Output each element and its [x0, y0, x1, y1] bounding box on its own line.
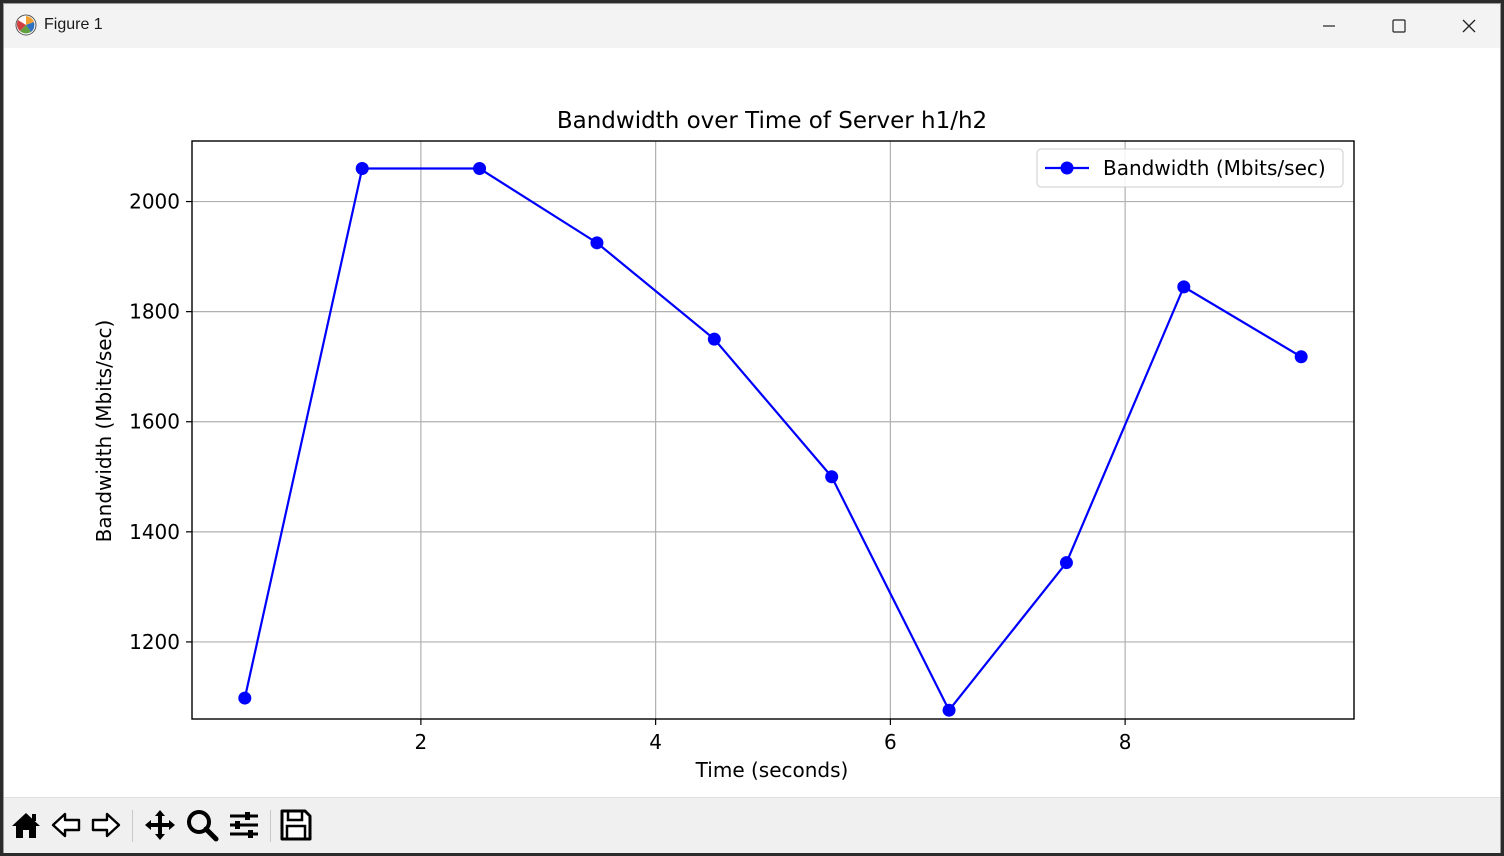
y-axis-label: Bandwidth (Mbits/sec) [92, 320, 116, 543]
pan-button[interactable] [142, 806, 178, 844]
back-icon [51, 812, 81, 838]
save-icon [280, 809, 312, 841]
legend-marker [1060, 161, 1074, 175]
figure-canvas[interactable]: Bandwidth over Time of Server h1/h2 2 4 6 8… [4, 48, 1500, 797]
pan-icon [145, 810, 175, 840]
zoom-button[interactable] [184, 806, 220, 844]
y-tick-label: 1800 [129, 300, 180, 324]
close-button[interactable] [1434, 4, 1504, 48]
line-chart: Bandwidth over Time of Server h1/h2 2 4 6 8… [92, 108, 1355, 782]
maximize-icon [1392, 19, 1406, 33]
data-point [1059, 556, 1073, 570]
back-button[interactable] [48, 806, 84, 844]
configure-subplots-icon [230, 812, 258, 838]
close-icon [1462, 19, 1476, 33]
y-tick-label: 2000 [129, 190, 180, 214]
home-button[interactable] [8, 806, 44, 844]
y-tick-label: 1600 [129, 410, 180, 434]
data-point [825, 470, 839, 484]
configure-subplots-button[interactable] [226, 806, 262, 844]
forward-icon [91, 812, 121, 838]
title-bar[interactable]: Figure 1 [4, 4, 1500, 48]
minimize-button[interactable] [1294, 4, 1364, 48]
plot-frame [191, 140, 1355, 720]
y-axis-ticks: 1200 1400 1600 1800 2000 [129, 190, 192, 654]
toolbar-separator [270, 810, 271, 842]
grid-lines [192, 141, 1354, 719]
save-button[interactable] [278, 806, 314, 844]
zoom-icon [187, 810, 219, 842]
series-line [243, 167, 1302, 713]
data-point [1177, 280, 1191, 294]
legend: Bandwidth (Mbits/sec) [1036, 148, 1344, 188]
home-icon [12, 813, 40, 838]
toolbar-separator [132, 810, 133, 842]
forward-button[interactable] [88, 806, 124, 844]
y-tick-label: 1200 [129, 630, 180, 654]
x-axis-ticks: 2 4 6 8 [415, 719, 1132, 754]
matplotlib-icon [15, 14, 37, 36]
x-tick-label: 4 [649, 730, 662, 754]
x-tick-label: 2 [415, 730, 428, 754]
data-markers [238, 162, 1308, 717]
maximize-button[interactable] [1364, 4, 1434, 48]
x-axis-label: Time (seconds) [695, 758, 849, 782]
navigation-toolbar [4, 797, 1500, 853]
x-tick-label: 6 [884, 730, 897, 754]
data-point [707, 332, 721, 346]
x-tick-label: 8 [1119, 730, 1132, 754]
chart-title: Bandwidth over Time of Server h1/h2 [557, 108, 987, 134]
data-point [590, 236, 604, 250]
data-point [355, 162, 369, 176]
y-tick-label: 1400 [129, 520, 180, 544]
window-title: Figure 1 [44, 16, 103, 33]
data-point [1294, 350, 1308, 364]
minimize-icon [1323, 25, 1335, 27]
figure-window: Figure 1 Bandwidth over Time of Server h… [3, 3, 1501, 853]
data-point [473, 162, 487, 176]
legend-label: Bandwidth (Mbits/sec) [1103, 156, 1326, 180]
data-point [942, 703, 956, 717]
data-point [238, 691, 252, 705]
